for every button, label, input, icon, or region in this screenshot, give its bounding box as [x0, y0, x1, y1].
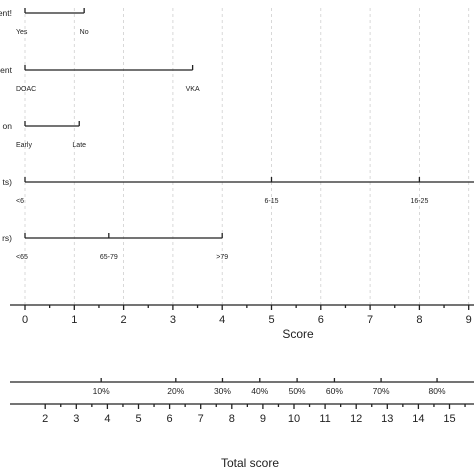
- total-tick-label: 6: [167, 413, 173, 425]
- predictor-level-label: VKA: [186, 86, 200, 93]
- grid-layer: [24, 8, 470, 305]
- total-tick-label: 10: [288, 413, 300, 425]
- predictor-level-label: 16-25: [410, 198, 428, 205]
- total-tick-label: 13: [381, 413, 393, 425]
- total-tick-label: 4: [104, 413, 110, 425]
- total-tick-label: 9: [260, 413, 266, 425]
- score-tick-label: 4: [219, 314, 225, 326]
- predictor-rows: ent! Yes No ent DOAC VKA on Early Late ts) <6 6-15 1…: [0, 8, 474, 261]
- score-tick-label: 5: [268, 314, 274, 326]
- predictor-label: rs): [2, 233, 12, 243]
- predictor-level-label: No: [80, 29, 89, 36]
- total-tick-label: 12: [350, 413, 362, 425]
- score-tick-label: 3: [170, 314, 176, 326]
- score-tick-label: 7: [367, 314, 373, 326]
- score-axis-title: Score: [282, 327, 314, 341]
- predictor-level-label: Early: [16, 142, 32, 149]
- score-tick-label: 8: [416, 314, 422, 326]
- predictor-level-label: <6: [16, 198, 24, 205]
- total-tick-label: 5: [135, 413, 141, 425]
- predictor-row: on Early Late: [3, 121, 86, 149]
- probability-label: 30%: [214, 386, 231, 396]
- predictor-label: ent!: [0, 8, 12, 18]
- predictor-label: on: [3, 121, 13, 131]
- predictor-row: ent! Yes No: [0, 8, 89, 36]
- probability-label: 60%: [326, 386, 343, 396]
- probability-label: 40%: [251, 386, 268, 396]
- predictor-level-label: Yes: [16, 29, 28, 36]
- probability-label: 20%: [167, 386, 184, 396]
- predictor-level-label: DOAC: [16, 86, 36, 93]
- probability-label: 10%: [93, 386, 110, 396]
- total-tick-label: 3: [73, 413, 79, 425]
- total-tick-label: 2: [42, 413, 48, 425]
- probability-label: 70%: [373, 386, 390, 396]
- predictor-row: ts) <6 6-15 16-25: [3, 177, 474, 205]
- predictor-level-label: 65-79: [100, 254, 118, 261]
- score-tick-label: 1: [71, 314, 77, 326]
- score-tick-label: 2: [121, 314, 127, 326]
- total-tick-label: 8: [229, 413, 235, 425]
- total-score-axis: Total score 234567891011121314151617: [10, 403, 474, 470]
- probability-label: 80%: [429, 386, 446, 396]
- predictor-level-label: >79: [216, 254, 228, 261]
- predictor-level-label: Late: [72, 142, 86, 149]
- total-tick-label: 14: [412, 413, 424, 425]
- predictor-row: ent DOAC VKA: [0, 65, 200, 93]
- predictor-level-label: <65: [16, 254, 28, 261]
- score-axis: Score 0 1 2 3 4 5 6 7 8 9: [10, 304, 474, 341]
- probability-axis: 10%20%30%40%50%60%70%80%90%: [10, 378, 474, 396]
- predictor-row: rs) <65 65-79 >79: [2, 233, 228, 261]
- score-tick-label: 6: [318, 314, 324, 326]
- score-tick-label: 0: [22, 314, 28, 326]
- predictor-level-label: 6-15: [264, 198, 278, 205]
- total-tick-label: 11: [319, 413, 330, 425]
- total-tick-label: 7: [198, 413, 204, 425]
- predictor-label: ent: [0, 65, 12, 75]
- total-tick-label: 15: [443, 413, 455, 425]
- score-tick-label: 9: [466, 314, 472, 326]
- probability-label: 50%: [289, 386, 306, 396]
- predictor-label: ts): [3, 177, 13, 187]
- total-score-axis-title: Total score: [221, 456, 279, 470]
